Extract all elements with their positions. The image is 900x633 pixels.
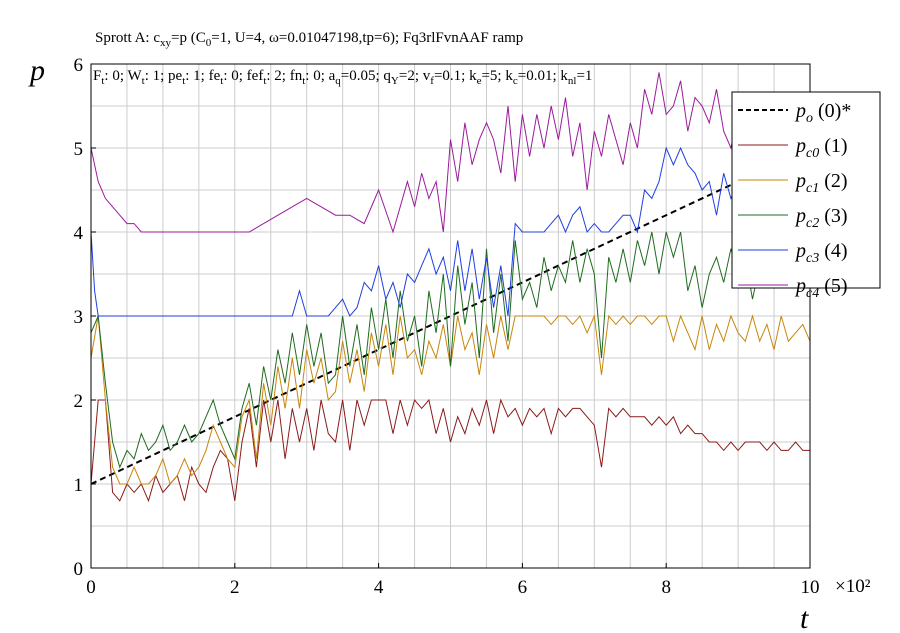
legend-label-1: pc0 (1) [794,135,848,161]
series-line-0 [90,147,811,485]
x-tick-label: 4 [374,577,384,598]
x-tick-label: 0 [86,577,96,598]
chart-subtitle: Ft: 0; Wt: 1; pet: 1; fet: 0; feft: 2; f… [93,68,592,87]
series-line-1 [90,398,810,503]
x-axis-label: t [800,602,809,633]
legend-box [731,91,881,289]
x-tick-label: 10 [801,577,820,598]
y-tick-label: 2 [74,391,84,412]
legend: po (0)* pc0 (1) pc1 (2) pc2 (3) pc3 (4) pc4 (… [731,91,881,301]
series-line-5 [90,72,739,234]
legend-label-3: pc2 (3) [794,205,848,231]
series-line-3 [90,231,810,469]
x-tick-label: 2 [230,577,240,598]
chart-title: Sprott A: cxy=p (C0=1, U=4, ω=0.01047198… [95,30,523,49]
y-axis-label: p [28,54,45,87]
legend-label-5: pc4 (5) [794,275,848,301]
x-tick-label: 6 [518,577,528,598]
y-tick-label: 1 [74,475,84,496]
y-tick-label: 6 [74,55,84,76]
legend-label-4: pc3 (4) [794,240,848,266]
series-line-4 [90,146,739,317]
y-tick-label: 5 [74,139,84,160]
y-tick-label: 3 [74,307,84,328]
y-tick-label: 0 [74,559,84,580]
tick-labels: 0 2 4 6 8 10 0 1 2 3 4 5 6 [74,55,820,598]
legend-label-2: pc1 (2) [794,170,848,196]
x-axis-multiplier: ×10² [835,576,871,597]
x-tick-label: 8 [661,577,671,598]
y-tick-label: 4 [74,223,84,244]
series-layer [90,72,811,503]
legend-label-0: po (0)* [794,100,851,126]
